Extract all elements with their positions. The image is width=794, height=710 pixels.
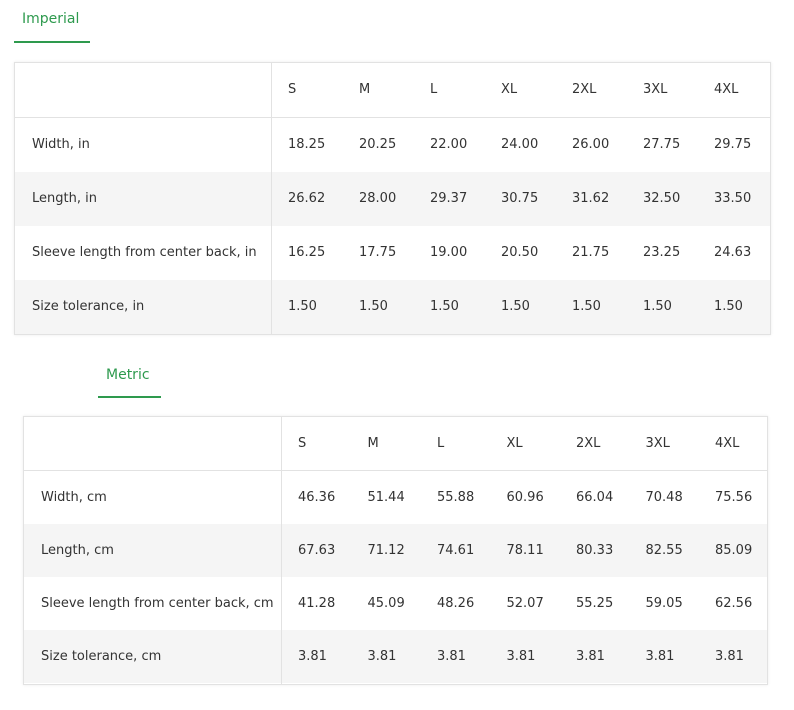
- cell-value: 1.50: [572, 299, 601, 314]
- column-header: 2XL: [572, 82, 597, 97]
- table-row: Width, in 18.25 20.25 22.00 24.00 26.00 27.75 2…: [15, 118, 770, 172]
- cell-value: 45.09: [367, 596, 405, 611]
- column-header: 2XL: [576, 436, 601, 451]
- row-label: Length, in: [32, 191, 97, 206]
- table-row: Sleeve length from center back, in 16.25 1…: [15, 226, 770, 280]
- cell-value: 3.81: [437, 649, 466, 664]
- size-table: S M L XL 2XL 3XL 4XL Width, cm 46.36 51.44 55.88 60…: [23, 416, 768, 685]
- table-row: Width, cm 46.36 51.44 55.88 60.96 66.04 70.48 7…: [24, 471, 767, 524]
- column-header: L: [430, 82, 438, 97]
- row-label: Sleeve length from center back, cm: [41, 596, 274, 611]
- cell-value: 30.75: [501, 191, 539, 206]
- cell-value: 1.50: [430, 299, 459, 314]
- cell-value: 1.50: [714, 299, 743, 314]
- cell-value: 51.44: [367, 490, 405, 505]
- cell-value: 21.75: [572, 245, 610, 260]
- cell-value: 3.81: [715, 649, 744, 664]
- cell-value: 80.33: [576, 543, 614, 558]
- cell-value: 28.00: [359, 191, 397, 206]
- column-header: XL: [501, 82, 518, 97]
- row-label: Length, cm: [41, 543, 114, 558]
- cell-value: 70.48: [645, 490, 683, 505]
- table-row: Length, in 26.62 28.00 29.37 30.75 31.62 32.50…: [15, 172, 770, 226]
- column-header: 4XL: [715, 436, 740, 451]
- cell-value: 3.81: [298, 649, 327, 664]
- cell-value: 55.25: [576, 596, 614, 611]
- row-label: Width, cm: [41, 490, 107, 505]
- cell-value: 31.62: [572, 191, 610, 206]
- column-header: L: [437, 436, 445, 451]
- cell-value: 55.88: [437, 490, 475, 505]
- row-label: Size tolerance, cm: [41, 649, 162, 664]
- cell-value: 48.26: [437, 596, 475, 611]
- table-row: Length, cm 67.63 71.12 74.61 78.11 80.33 82.55…: [24, 524, 767, 577]
- row-label: Sleeve length from center back, in: [32, 245, 257, 260]
- row-label: Size tolerance, in: [32, 299, 145, 314]
- table-row: Sleeve length from center back, cm 41.28 4…: [24, 577, 767, 630]
- column-header: S: [298, 436, 307, 451]
- cell-value: 67.63: [298, 543, 336, 558]
- cell-value: 59.05: [645, 596, 683, 611]
- table-row: Size tolerance, cm 3.81 3.81 3.81 3.81 3.81 3.…: [24, 630, 767, 683]
- cell-value: 20.50: [501, 245, 539, 260]
- cell-value: 29.75: [714, 137, 752, 152]
- cell-value: 1.50: [288, 299, 317, 314]
- cell-value: 3.81: [576, 649, 605, 664]
- header-row: S M L XL 2XL 3XL 4XL: [24, 417, 767, 471]
- column-header: 3XL: [643, 82, 668, 97]
- cell-value: 66.04: [576, 490, 614, 505]
- cell-value: 19.00: [430, 245, 468, 260]
- cell-value: 78.11: [506, 543, 544, 558]
- cell-value: 52.07: [506, 596, 544, 611]
- cell-value: 24.00: [501, 137, 539, 152]
- header-row: S M L XL 2XL 3XL 4XL: [15, 63, 770, 118]
- cell-value: 71.12: [367, 543, 405, 558]
- size-table: S M L XL 2XL 3XL 4XL Width, in 18.25 20.25 22.00 24…: [14, 62, 771, 335]
- column-header: XL: [506, 436, 523, 451]
- tab-underline: [98, 396, 161, 398]
- cell-value: 22.00: [430, 137, 468, 152]
- column-header: S: [288, 82, 297, 97]
- column-header: 3XL: [645, 436, 670, 451]
- cell-value: 3.81: [506, 649, 536, 664]
- cell-value: 1.50: [643, 299, 672, 314]
- cell-value: 1.50: [359, 299, 388, 314]
- cell-value: 26.00: [572, 137, 610, 152]
- cell-value: 23.25: [643, 245, 681, 260]
- cell-value: 27.75: [643, 137, 681, 152]
- cell-value: 60.96: [506, 490, 544, 505]
- table-row: Size tolerance, in 1.50 1.50 1.50 1.50 1.50 1.…: [15, 280, 770, 334]
- cell-value: 32.50: [643, 191, 681, 206]
- cell-value: 62.56: [715, 596, 753, 611]
- cell-value: 20.25: [359, 137, 397, 152]
- cell-value: 1.50: [501, 299, 530, 314]
- tab-underline: [14, 41, 90, 43]
- cell-value: 16.25: [288, 245, 326, 260]
- cell-value: 41.28: [298, 596, 336, 611]
- cell-value: 17.75: [359, 245, 397, 260]
- column-header: M: [367, 436, 379, 451]
- tab[interactable]: Metric: [106, 367, 150, 383]
- cell-value: 33.50: [714, 191, 752, 206]
- cell-value: 24.63: [714, 245, 752, 260]
- column-header: 4XL: [714, 82, 739, 97]
- cell-value: 3.81: [645, 649, 675, 664]
- column-divider: [271, 63, 272, 334]
- cell-value: 74.61: [437, 543, 475, 558]
- tab[interactable]: Imperial: [22, 11, 80, 27]
- cell-value: 82.55: [645, 543, 683, 558]
- cell-value: 85.09: [715, 543, 753, 558]
- column-header: M: [359, 82, 371, 97]
- cell-value: 3.81: [367, 649, 397, 664]
- cell-value: 26.62: [288, 191, 326, 206]
- cell-value: 29.37: [430, 191, 468, 206]
- cell-value: 46.36: [298, 490, 336, 505]
- column-divider: [281, 417, 282, 684]
- row-label: Width, in: [32, 137, 90, 152]
- cell-value: 18.25: [288, 137, 326, 152]
- cell-value: 75.56: [715, 490, 753, 505]
